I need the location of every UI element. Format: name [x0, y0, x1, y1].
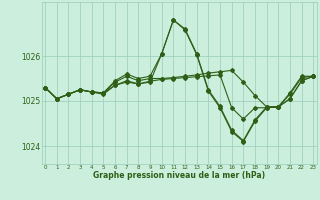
X-axis label: Graphe pression niveau de la mer (hPa): Graphe pression niveau de la mer (hPa): [93, 171, 265, 180]
